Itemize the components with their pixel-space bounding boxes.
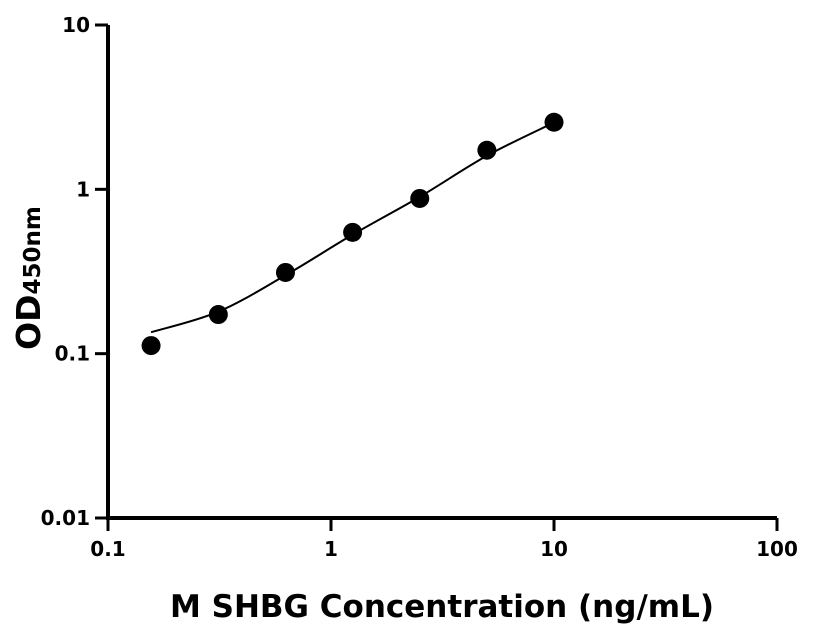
data-point: [544, 112, 564, 132]
data-point: [275, 262, 295, 282]
y-tick-label: 1: [76, 177, 90, 201]
data-point: [343, 222, 363, 242]
x-tick-label: 10: [540, 537, 568, 561]
y-tick-label: 10: [62, 13, 90, 37]
x-tick-label: 1: [324, 537, 338, 561]
y-tick-label: 0.1: [55, 342, 90, 366]
x-tick-label: 100: [756, 537, 798, 561]
data-point: [477, 140, 497, 160]
y-axis-label-main: OD: [9, 294, 48, 349]
x-axis-label: M SHBG Concentration (ng/mL): [170, 589, 714, 625]
data-point: [208, 305, 228, 325]
data-point: [410, 188, 430, 208]
data-points: [141, 112, 564, 356]
y-axis-label-sub: 450nm: [20, 206, 46, 294]
y-tick-label: 0.01: [41, 506, 90, 530]
y-axis-label: OD450nm: [9, 206, 48, 350]
data-point: [141, 336, 161, 356]
x-tick-label: 0.1: [90, 537, 125, 561]
